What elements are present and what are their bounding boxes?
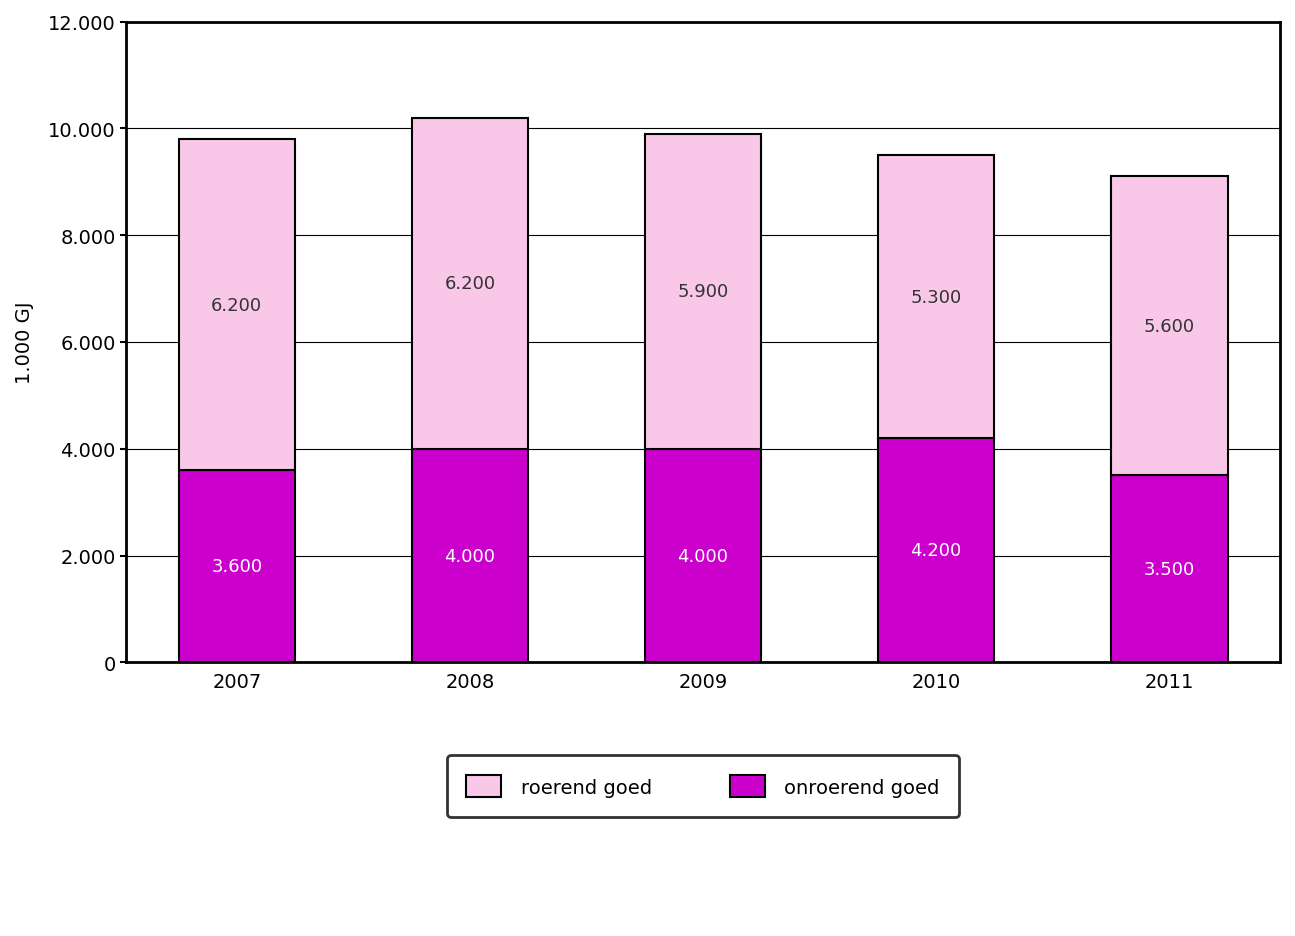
Bar [878, 439, 995, 663]
Bar [1111, 177, 1228, 476]
Text: 4.000: 4.000 [444, 547, 496, 565]
Text: 3.600: 3.600 [211, 558, 263, 576]
Bar [878, 156, 995, 439]
Bar [1111, 476, 1228, 663]
Bar [179, 139, 295, 471]
Text: 4.200: 4.200 [910, 542, 962, 560]
Text: 5.300: 5.300 [910, 288, 962, 306]
Y-axis label: 1.000 GJ: 1.000 GJ [16, 301, 34, 384]
Bar [412, 449, 528, 663]
Text: 3.500: 3.500 [1143, 561, 1195, 578]
Text: 6.200: 6.200 [444, 275, 496, 293]
Text: 6.200: 6.200 [211, 297, 263, 314]
Legend: roerend goed, onroerend goed: roerend goed, onroerend goed [447, 755, 960, 817]
Text: 5.900: 5.900 [677, 283, 729, 300]
Bar [645, 135, 761, 449]
Bar [645, 449, 761, 663]
Text: 5.600: 5.600 [1143, 317, 1195, 336]
Text: 4.000: 4.000 [677, 547, 729, 565]
Bar [179, 471, 295, 663]
Bar [412, 119, 528, 449]
